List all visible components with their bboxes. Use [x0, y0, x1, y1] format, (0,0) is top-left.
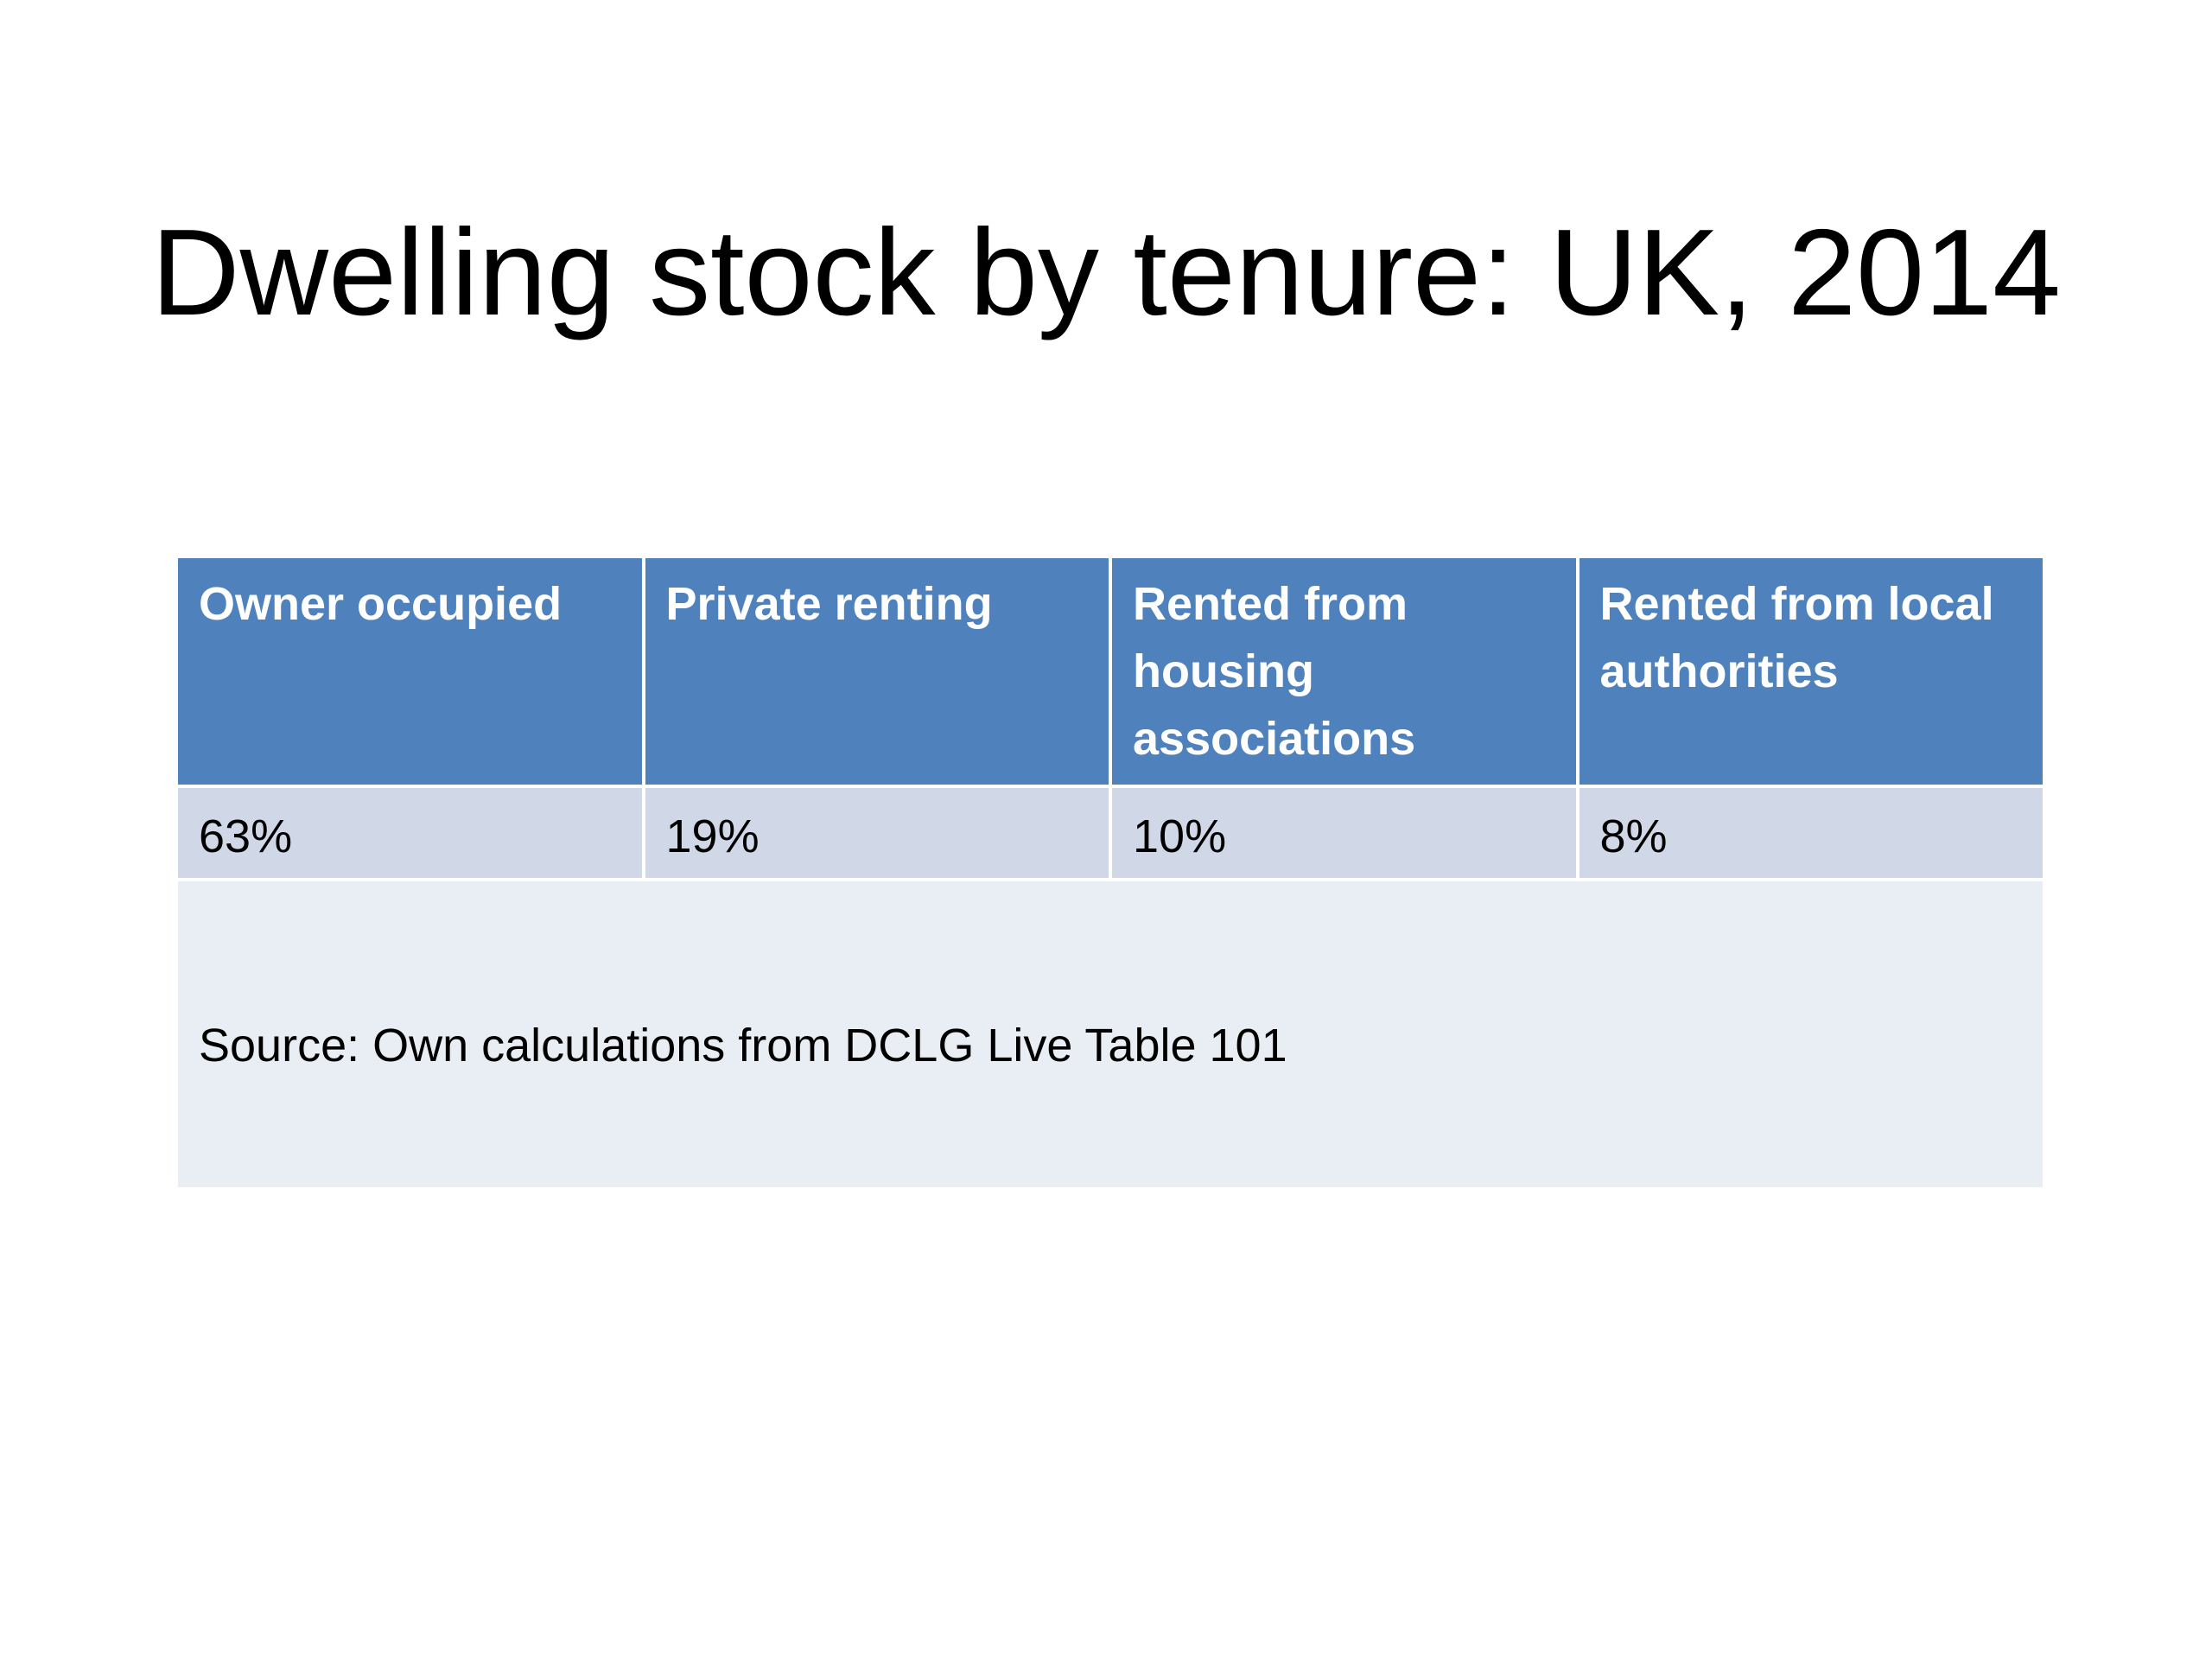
- value-owner-occupied: 63%: [175, 785, 645, 881]
- value-local-authorities: 8%: [1575, 785, 2046, 881]
- source-row: Source: Own calculations from DCLG Live …: [175, 878, 2046, 1191]
- header-housing-associations: Rented from housing associations: [1109, 555, 1580, 788]
- tenure-table-container: Owner occupied Private renting Rented fr…: [175, 555, 2046, 1191]
- tenure-table: Owner occupied Private renting Rented fr…: [175, 555, 2046, 1191]
- table-row: 63% 19% 10% 8%: [175, 785, 2046, 881]
- value-private-renting: 19%: [641, 785, 1112, 881]
- source-note: Source: Own calculations from DCLG Live …: [175, 878, 2046, 1191]
- header-owner-occupied: Owner occupied: [175, 555, 645, 788]
- value-housing-associations: 10%: [1109, 785, 1580, 881]
- slide-title: Dwelling stock by tenure: UK, 2014: [150, 204, 2061, 341]
- table-header-row: Owner occupied Private renting Rented fr…: [175, 555, 2046, 788]
- header-private-renting: Private renting: [641, 555, 1112, 788]
- header-local-authorities: Rented from local authorities: [1575, 555, 2046, 788]
